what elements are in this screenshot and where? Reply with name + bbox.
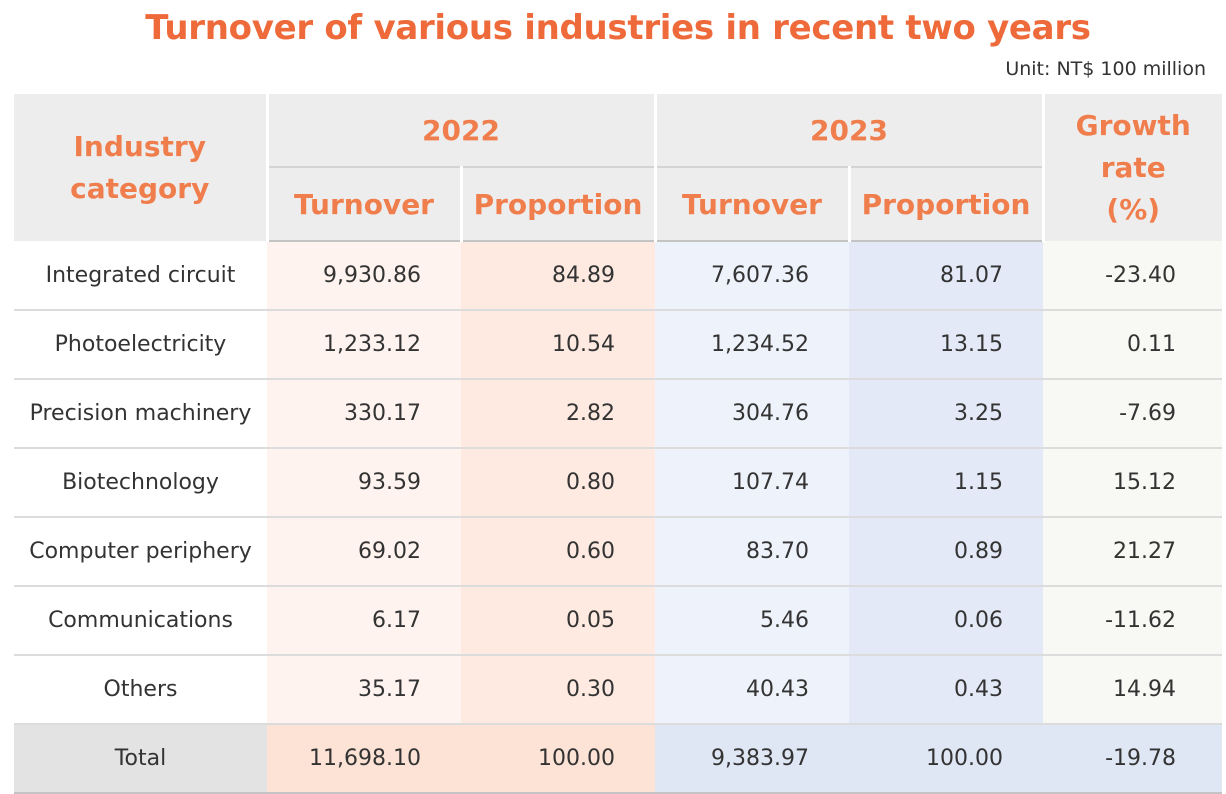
growth-rate-cell: 15.12 [1043, 448, 1222, 518]
proportion-2022-cell: 0.05 [461, 586, 655, 656]
proportion-2022-cell: 0.60 [461, 517, 655, 587]
table-row: Precision machinery 330.17 2.82 304.76 3.25-… [14, 379, 1222, 449]
header-growth-rate: Growth rate (%) [1041, 94, 1222, 241]
header-year-2022: 2022 [267, 94, 655, 167]
turnover-2023-cell: 9,383.97 [655, 724, 849, 794]
turnover-2023-cell: 7,607.36 [655, 241, 849, 311]
industry-category-cell: Total [14, 724, 267, 794]
table-body: Integrated circuit 9,930.86 84.89 7,607.36 8… [14, 241, 1222, 794]
proportion-2023-cell: 1.15 [849, 448, 1043, 518]
proportion-2022-cell: 0.80 [461, 448, 655, 518]
proportion-2023-cell: 100.00 [849, 724, 1043, 794]
header-turnover-2023: Turnover [653, 166, 849, 242]
turnover-2022-cell: 1,233.12 [267, 310, 461, 380]
table-row: Integrated circuit 9,930.86 84.89 7,607.36 8… [14, 241, 1222, 311]
proportion-2022-cell: 100.00 [461, 724, 655, 794]
proportion-2023-cell: 0.06 [849, 586, 1043, 656]
turnover-2023-cell: 40.43 [655, 655, 849, 725]
industry-category-cell: Precision machinery [14, 379, 267, 449]
growth-rate-cell: 0.11 [1043, 310, 1222, 380]
proportion-2022-cell: 84.89 [461, 241, 655, 311]
growth-rate-cell: -11.62 [1043, 586, 1222, 656]
turnover-2023-cell: 5.46 [655, 586, 849, 656]
proportion-2022-cell: 10.54 [461, 310, 655, 380]
proportion-2023-cell: 0.43 [849, 655, 1043, 725]
industry-category-cell: Communications [14, 586, 267, 656]
growth-rate-cell: -7.69 [1043, 379, 1222, 449]
table-row: Computer periphery 69.02 0.60 83.70 0.89 21.2… [14, 517, 1222, 587]
proportion-2022-cell: 2.82 [461, 379, 655, 449]
turnover-table: Industry category 2022 2023 Growth rate (%… [14, 94, 1222, 794]
turnover-2022-cell: 9,930.86 [267, 241, 461, 311]
header-industry-category: Industry category [14, 94, 269, 241]
proportion-2023-cell: 3.25 [849, 379, 1043, 449]
proportion-2023-cell: 81.07 [849, 241, 1043, 311]
growth-rate-cell: -19.78 [1043, 724, 1222, 794]
turnover-2023-cell: 107.74 [655, 448, 849, 518]
table-row: Biotechnology 93.59 0.80 107.74 1.15 15.12 [14, 448, 1222, 518]
turnover-2022-cell: 11,698.10 [267, 724, 461, 794]
header-proportion-2022: Proportion [459, 166, 655, 242]
total-row: Total 11,698.10 100.00 9,383.97 100.00 -19.78 [14, 724, 1222, 794]
table-row: Photoelectricity 1,233.12 10.54 1,234.52 13.… [14, 310, 1222, 380]
industry-category-cell: Photoelectricity [14, 310, 267, 380]
proportion-2023-cell: 13.15 [849, 310, 1043, 380]
turnover-2022-cell: 330.17 [267, 379, 461, 449]
industry-category-cell: Others [14, 655, 267, 725]
growth-rate-cell: 21.27 [1043, 517, 1222, 587]
header-year-2023: 2023 [653, 94, 1043, 167]
table-row: Communications 6.17 0.05 5.46 0.06 -11.62 [14, 586, 1222, 656]
chart-title: Turnover of various industries in recent… [145, 8, 1091, 48]
industry-category-cell: Integrated circuit [14, 241, 267, 311]
turnover-2022-cell: 35.17 [267, 655, 461, 725]
industry-category-cell: Computer periphery [14, 517, 267, 587]
growth-rate-cell: 14.94 [1043, 655, 1222, 725]
turnover-2023-cell: 304.76 [655, 379, 849, 449]
turnover-2022-cell: 69.02 [267, 517, 461, 587]
turnover-2023-cell: 1,234.52 [655, 310, 849, 380]
header-turnover-2022: Turnover [267, 166, 461, 242]
turnover-2023-cell: 83.70 [655, 517, 849, 587]
header-proportion-2023: Proportion [847, 166, 1043, 242]
unit-label: Unit: NT$ 100 million [1005, 58, 1206, 80]
proportion-2023-cell: 0.89 [849, 517, 1043, 587]
growth-rate-cell: -23.40 [1043, 241, 1222, 311]
turnover-2022-cell: 6.17 [267, 586, 461, 656]
industry-category-cell: Biotechnology [14, 448, 267, 518]
table-row: Others 35.17 0.30 40.43 0.43 14.94 [14, 655, 1222, 725]
turnover-2022-cell: 93.59 [267, 448, 461, 518]
proportion-2022-cell: 0.30 [461, 655, 655, 725]
